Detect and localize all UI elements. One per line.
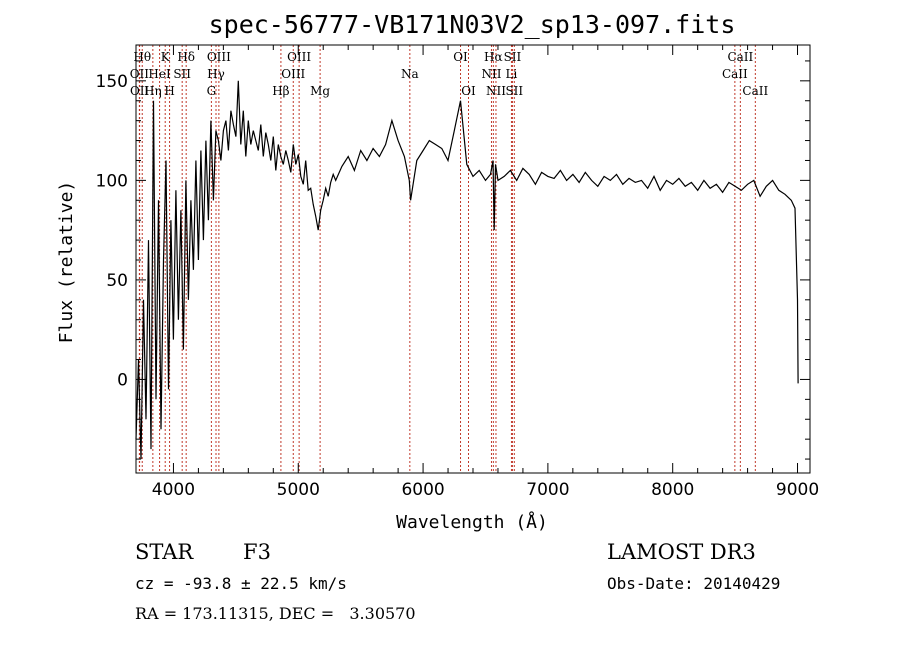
line-label: Hθ: [133, 50, 151, 64]
axis-ticks: 4000 5000 6000 7000 8000 9000 0 50 100 150: [96, 45, 819, 500]
line-label: OII: [130, 84, 150, 98]
survey-label: LAMOST DR3: [607, 540, 756, 564]
line-label: SII: [504, 50, 522, 64]
line-label: Hγ: [207, 67, 225, 81]
line-label: OIII: [281, 67, 305, 81]
line-markers: [138, 45, 756, 473]
line-label: SII: [173, 67, 191, 81]
series-group: [135, 80, 799, 460]
x-tick-label: 5000: [277, 480, 320, 500]
line-label: CaII: [722, 67, 748, 81]
coordinates: RA = 173.11315, DEC = 3.30570: [135, 604, 416, 623]
line-label: OI: [453, 50, 468, 64]
line-label: CaII: [742, 84, 768, 98]
line-label: OIII: [207, 50, 231, 64]
x-tick-label: 4000: [152, 480, 195, 500]
line-label: Hβ: [272, 84, 289, 98]
line-label: NII: [486, 84, 506, 98]
y-tick-label: 0: [117, 370, 128, 390]
y-tick-label: 50: [106, 271, 128, 291]
line-label: Li: [506, 67, 518, 81]
line-label: CaII: [727, 50, 753, 64]
object-subclass: F3: [243, 540, 271, 564]
line-label: OIII: [287, 50, 311, 64]
line-label: Hδ: [177, 50, 195, 64]
series-flux: [135, 80, 799, 460]
x-tick-label: 6000: [401, 480, 444, 500]
x-tick-label: 8000: [651, 480, 694, 500]
x-tick-label: 9000: [776, 480, 819, 500]
spectrum-chart: spec-56777-VB171N03V2_sp13-097.fits 4000…: [56, 10, 819, 533]
line-label: OII: [130, 67, 150, 81]
object-class: STAR: [135, 540, 194, 564]
line-label: Mg: [310, 84, 330, 98]
y-tick-label: 150: [96, 72, 128, 92]
line-label: OI: [461, 84, 476, 98]
line-label: Na: [401, 67, 419, 81]
chart-title: spec-56777-VB171N03V2_sp13-097.fits: [209, 10, 736, 39]
redshift-cz: cz = -93.8 ± 22.5 km/s: [135, 574, 347, 593]
line-label: Hα: [484, 50, 503, 64]
y-tick-label: 100: [96, 171, 128, 191]
line-label: H: [164, 84, 174, 98]
line-label: Hη: [144, 84, 162, 98]
line-label: K: [161, 50, 171, 64]
line-label: G: [207, 84, 217, 98]
obs-date: Obs-Date: 20140429: [607, 574, 781, 593]
line-label: NII: [481, 67, 501, 81]
line-label: SII: [505, 84, 523, 98]
x-axis-label: Wavelength (Å): [396, 511, 548, 533]
y-axis-label: Flux (relative): [56, 181, 77, 344]
x-tick-label: 7000: [526, 480, 569, 500]
line-label: HeI: [148, 67, 171, 81]
